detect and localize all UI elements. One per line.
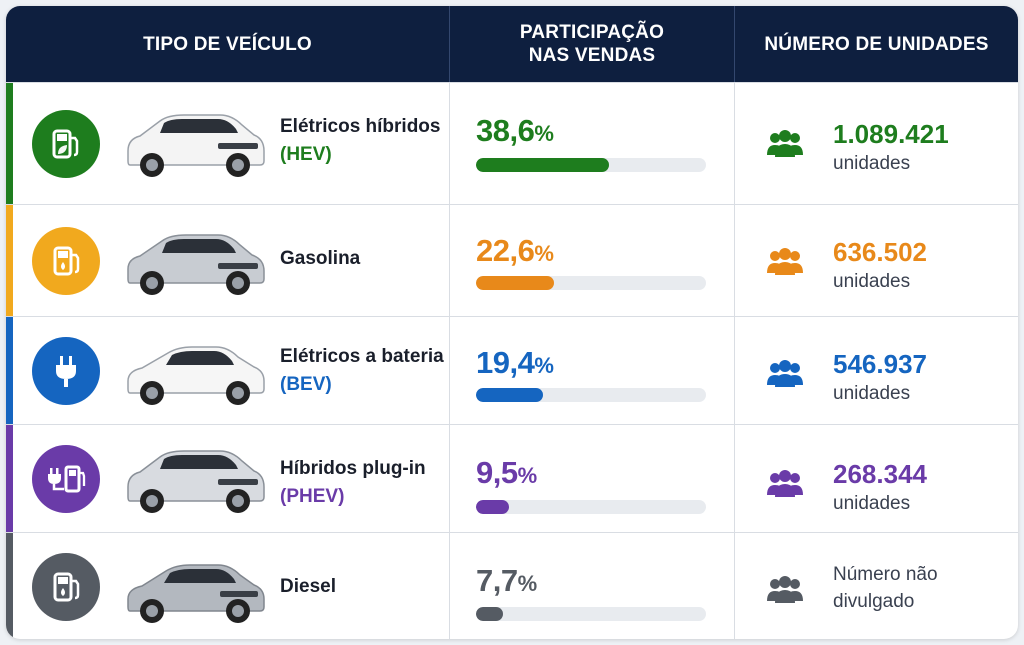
header-sales-share: PARTICIPAÇÃO NAS VENDAS xyxy=(449,6,734,82)
gasoline-hatchback-image xyxy=(127,234,265,295)
vehicle-type-abbr: (BEV) xyxy=(280,374,332,395)
column-divider xyxy=(734,205,735,316)
sales-table: TIPO DE VEÍCULO PARTICIPAÇÃO NAS VENDAS … xyxy=(6,6,1018,639)
vehicle-type-label: Elétricos híbridos (HEV) xyxy=(280,113,440,169)
sales-share-value: 7,7% xyxy=(476,563,537,599)
share-progress-fill xyxy=(476,276,554,290)
unit-label: unidades xyxy=(833,493,911,514)
people-icon xyxy=(767,248,803,275)
column-divider xyxy=(449,317,450,424)
share-progress-fill xyxy=(476,158,610,172)
column-divider xyxy=(449,83,450,204)
table-row-bev: Elétricos a bateria (BEV) 19,4% 546.937 … xyxy=(6,316,1018,424)
vehicle-type-name: Diesel xyxy=(280,576,336,597)
plug-icon xyxy=(32,337,100,405)
vehicle-type-name: Elétricos a bateria xyxy=(280,346,444,367)
percent-sign: % xyxy=(517,571,538,596)
vehicle-type-name: Gasolina xyxy=(280,248,361,269)
row-accent xyxy=(6,425,13,532)
people-icon xyxy=(767,576,803,603)
column-divider xyxy=(734,533,735,639)
row-accent xyxy=(6,83,13,204)
unit-count-undisclosed: Número não divulgado xyxy=(833,561,938,615)
vehicle-type-label: Híbridos plug-in (PHEV) xyxy=(280,455,426,511)
people-icon xyxy=(767,360,803,387)
share-number: 22,6 xyxy=(476,233,535,268)
people-icon xyxy=(767,470,803,497)
plug-in-hybrid-suv-image xyxy=(127,450,265,513)
unit-count: 636.502 xyxy=(833,237,927,267)
share-progress-fill xyxy=(476,607,503,621)
undisclosed-line1: Número não xyxy=(833,564,938,585)
share-progress-fill xyxy=(476,388,543,402)
diesel-sedan-image xyxy=(127,564,265,623)
percent-sign: % xyxy=(534,241,554,266)
share-number: 7,7 xyxy=(476,563,518,598)
share-progress-bar xyxy=(476,158,706,172)
column-divider xyxy=(449,425,450,532)
fuel-pump-icon xyxy=(32,227,100,295)
vehicle-type-label: Gasolina xyxy=(280,245,360,273)
percent-sign: % xyxy=(517,463,538,488)
unit-label: unidades xyxy=(833,153,911,174)
vehicle-type-name: Elétricos híbridos xyxy=(280,116,441,137)
share-progress-bar xyxy=(476,388,706,402)
share-number: 19,4 xyxy=(476,345,535,380)
header-sales-share-line1: PARTICIPAÇÃO xyxy=(519,22,665,43)
undisclosed-line2: divulgado xyxy=(833,591,915,612)
unit-count: 546.937 xyxy=(833,349,927,379)
header-vehicle-type: TIPO DE VEÍCULO xyxy=(143,33,312,55)
share-number: 38,6 xyxy=(476,113,535,148)
percent-sign: % xyxy=(534,121,554,146)
vehicle-type-name: Híbridos plug-in xyxy=(280,458,426,479)
unit-label: unidades xyxy=(833,383,911,404)
sales-share-value: 9,5% xyxy=(476,455,537,491)
table-row-diesel: Diesel 7,7% Número não divulgado xyxy=(6,532,1018,639)
column-divider xyxy=(449,533,450,639)
unit-count: 268.344 xyxy=(833,459,927,489)
header-unit-count: NÚMERO DE UNIDADES xyxy=(734,6,1018,82)
share-progress-bar xyxy=(476,276,706,290)
unit-count: 1.089.421 xyxy=(833,119,949,149)
vehicle-type-label: Elétricos a bateria (BEV) xyxy=(280,343,444,399)
header-sales-share-line2: NAS VENDAS xyxy=(528,45,656,66)
column-divider xyxy=(734,83,735,204)
fuel-pump-drop-icon xyxy=(32,553,100,621)
vehicle-type-abbr: (PHEV) xyxy=(280,486,345,507)
vehicle-type-abbr: (HEV) xyxy=(280,144,332,165)
hybrid-suv-image xyxy=(127,114,265,177)
plug-fuel-pump-icon xyxy=(32,445,100,513)
people-icon xyxy=(767,130,803,157)
column-divider xyxy=(734,317,735,424)
table-row-gasoline: Gasolina 22,6% 636.502 unidades xyxy=(6,204,1018,316)
vehicle-type-label: Diesel xyxy=(280,573,336,601)
row-accent xyxy=(6,317,13,424)
share-progress-bar xyxy=(476,500,706,514)
table-header: TIPO DE VEÍCULO PARTICIPAÇÃO NAS VENDAS … xyxy=(6,6,1018,82)
unit-label: unidades xyxy=(833,271,911,292)
sales-share-value: 22,6% xyxy=(476,233,554,269)
sales-share-value: 38,6% xyxy=(476,113,554,149)
fuel-pump-leaf-icon xyxy=(32,110,100,178)
row-accent xyxy=(6,533,13,639)
column-divider xyxy=(449,205,450,316)
share-progress-bar xyxy=(476,607,706,621)
sales-share-value: 19,4% xyxy=(476,345,554,381)
table-row-phev: Híbridos plug-in (PHEV) 9,5% 268.344 uni… xyxy=(6,424,1018,532)
row-accent xyxy=(6,205,13,316)
percent-sign: % xyxy=(534,353,554,378)
share-number: 9,5 xyxy=(476,455,518,490)
table-row-hev: Elétricos híbridos (HEV) 38,6% 1.089.421… xyxy=(6,82,1018,204)
share-progress-fill xyxy=(476,500,509,514)
column-divider xyxy=(734,425,735,532)
electric-sedan-image xyxy=(127,346,265,405)
